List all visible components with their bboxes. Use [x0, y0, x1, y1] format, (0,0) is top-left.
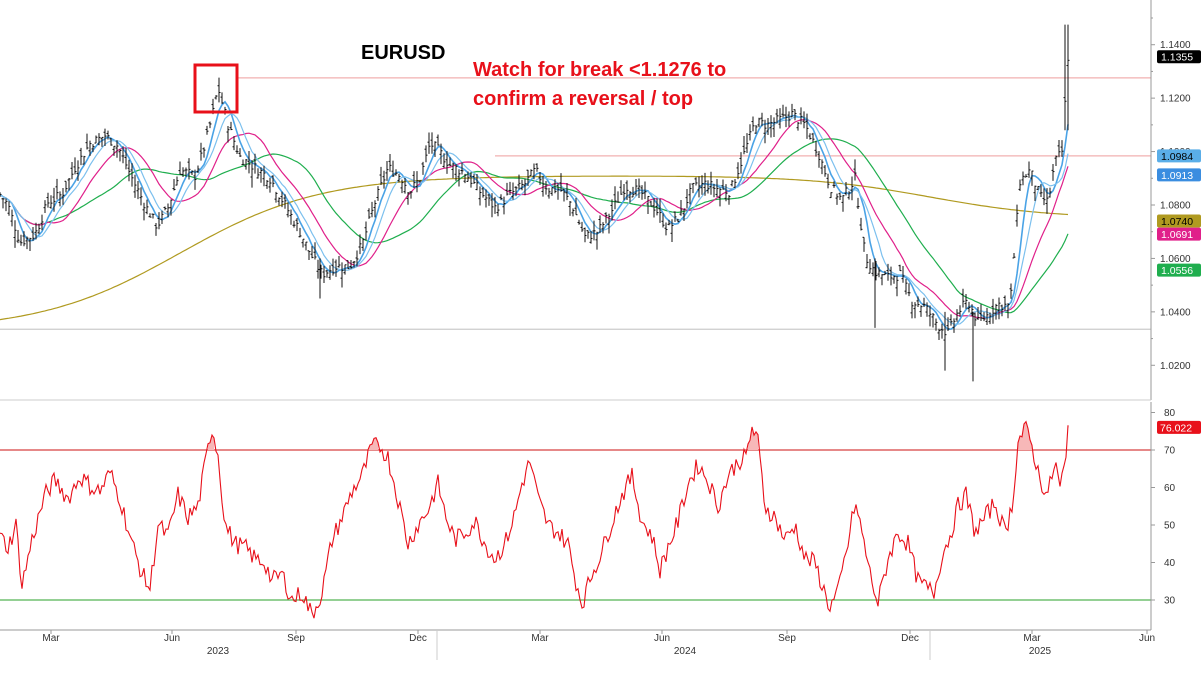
price-level-lines	[0, 77, 1151, 330]
annotation-line-2: confirm a reversal / top	[473, 88, 693, 110]
time-tick-label: Jun	[1139, 633, 1155, 644]
rsi-overbought-fill	[1018, 421, 1032, 450]
rsi-tick-label: 50	[1164, 521, 1176, 532]
time-tick-label: Mar	[42, 633, 60, 644]
time-axis: Mar Jun Sep Dec Mar Jun Sep Dec Mar Jun 2023 2024 20…	[0, 629, 1155, 660]
year-label: 2024	[674, 646, 697, 657]
price-badge-label: 1.0984	[1161, 151, 1193, 163]
rsi-tick-label: 30	[1164, 596, 1176, 607]
rsi-tick-label: 70	[1164, 446, 1176, 457]
price-tick-label: 1.1400	[1160, 40, 1191, 51]
price-badge-label: 1.1355	[1161, 52, 1193, 64]
rsi-badge-label: 76.022	[1160, 422, 1192, 434]
price-badge-label: 1.0556	[1161, 265, 1193, 277]
price-badge	[1157, 50, 1201, 64]
time-tick-label: Dec	[901, 633, 919, 644]
year-label: 2023	[207, 646, 230, 657]
price-badge	[1157, 214, 1201, 228]
price-bars	[0, 24, 1070, 382]
time-tick-label: Jun	[164, 633, 180, 644]
time-tick-label: Mar	[531, 633, 549, 644]
moving-average-lines	[0, 100, 1069, 331]
rsi-badge: 76.022	[1157, 420, 1201, 434]
highlight-box	[193, 63, 239, 114]
price-badge	[1157, 263, 1201, 277]
price-badge	[1157, 227, 1201, 241]
ma-mid-line	[0, 119, 1069, 319]
rsi-axis: 30 40 50 60 70 80	[1150, 402, 1176, 630]
price-panel: 1.02001.04001.06001.08001.10001.12001.14…	[0, 0, 1201, 401]
rsi-panel: 30 40 50 60 70 80 76.022	[0, 402, 1201, 630]
rsi-overbought-fills	[208, 421, 1032, 450]
ma-fast-line	[0, 100, 1069, 331]
time-tick-label: Sep	[778, 633, 796, 644]
price-badge-label: 1.0913	[1161, 170, 1193, 182]
rsi-level-lines	[0, 449, 1151, 601]
time-tick-label: Jun	[654, 633, 670, 644]
price-tick-label: 1.0400	[1160, 307, 1191, 318]
price-tick-label: 1.0200	[1160, 361, 1191, 372]
rsi-tick-label: 60	[1164, 483, 1176, 494]
time-tick-label: Dec	[409, 633, 427, 644]
price-tick-label: 1.0600	[1160, 254, 1191, 265]
price-badge-label: 1.0691	[1161, 229, 1193, 241]
rsi-overbought-fill	[368, 437, 378, 450]
price-badge-label: 1.0740	[1161, 216, 1193, 228]
price-badge	[1157, 149, 1201, 163]
price-tick-label: 1.0800	[1160, 201, 1191, 212]
chart-title: EURUSD	[361, 42, 445, 64]
year-label: 2025	[1029, 646, 1052, 657]
rsi-line	[0, 420, 1069, 619]
price-badge	[1157, 168, 1201, 182]
rsi-tick-label: 80	[1164, 408, 1176, 419]
time-tick-label: Sep	[287, 633, 305, 644]
rsi-overbought-fill	[748, 426, 758, 450]
price-tick-label: 1.1200	[1160, 94, 1191, 105]
annotation-line-1: Watch for break <1.1276 to	[473, 59, 726, 81]
ma-slow-olive-line	[0, 175, 1069, 321]
time-tick-label: Mar	[1023, 633, 1041, 644]
rsi-badge-bg	[1157, 420, 1201, 434]
rsi-tick-label: 40	[1164, 558, 1176, 569]
rsi-overbought-fill	[208, 435, 214, 450]
ma-slow-green-line	[0, 138, 1069, 314]
